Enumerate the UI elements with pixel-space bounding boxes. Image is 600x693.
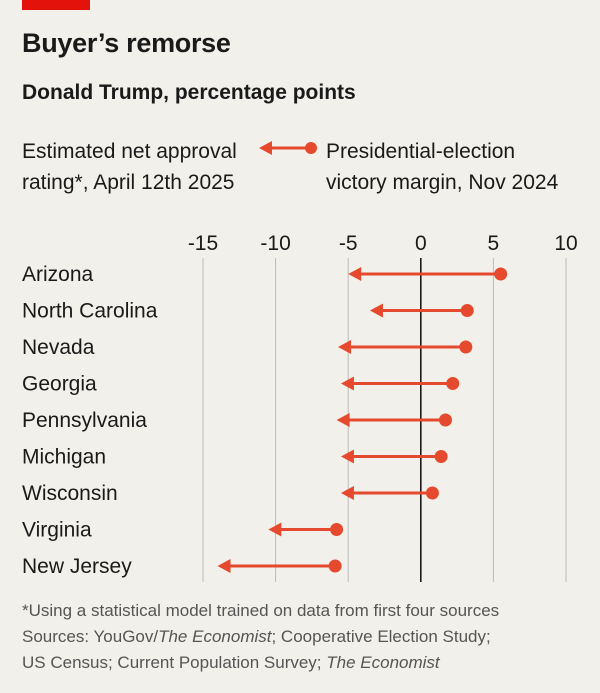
legend-margin: Presidential-election victory margin, No… xyxy=(326,136,558,198)
category-label: Pennsylvania xyxy=(22,409,147,432)
margin-dot xyxy=(434,450,448,463)
legend-approval-line1: Estimated net approval xyxy=(22,140,237,163)
category-label: New Jersey xyxy=(22,555,132,578)
category-label: Michigan xyxy=(22,446,106,469)
legend-margin-line2: victory margin, Nov 2024 xyxy=(326,171,559,194)
legend-arrow-symbol xyxy=(259,141,317,155)
approval-arrowhead xyxy=(340,486,354,500)
margin-dot xyxy=(460,304,474,317)
legend-margin-line1: Presidential-election xyxy=(326,140,516,163)
approval-arrowhead xyxy=(338,340,352,354)
category-label: Virginia xyxy=(22,519,92,542)
margin-dot xyxy=(328,559,342,573)
footnote-sources: Sources: YouGov/The Economist; Cooperati… xyxy=(22,627,491,646)
legend-approval-line2: rating*, April 12th 2025 xyxy=(22,171,235,194)
category-label: Georgia xyxy=(22,373,97,396)
x-tick-label: -15 xyxy=(188,232,218,255)
x-tick-label: -5 xyxy=(339,232,358,255)
legend-approval: Estimated net approval rating*, April 12… xyxy=(22,136,237,198)
approval-arrowhead xyxy=(268,522,282,537)
x-tick-label: 10 xyxy=(554,232,577,255)
chart-subtitle: Donald Trump, percentage points xyxy=(22,81,356,104)
dumbbell-chart: -15 -10 -5 0 5 10 Arizona North Carolina Nevada G… xyxy=(22,232,578,582)
category-label: Arizona xyxy=(22,263,94,286)
margin-dot xyxy=(438,413,452,427)
brand-red-tab xyxy=(22,0,90,10)
x-tick-label: -10 xyxy=(260,232,290,255)
margin-dot xyxy=(446,377,460,390)
x-tick-label: 5 xyxy=(488,232,500,255)
approval-arrowhead xyxy=(340,376,354,391)
footnote-model: *Using a statistical model trained on da… xyxy=(22,601,500,620)
category-label: Wisconsin xyxy=(22,482,118,505)
approval-arrowhead xyxy=(340,449,354,464)
approval-arrowhead xyxy=(217,559,231,573)
x-tick-label: 0 xyxy=(415,232,427,255)
margin-dot xyxy=(330,523,344,536)
category-label: North Carolina xyxy=(22,300,158,323)
approval-arrowhead xyxy=(369,303,383,318)
approval-arrowhead xyxy=(348,267,362,281)
approval-arrowhead xyxy=(336,413,350,427)
margin-dot xyxy=(425,486,439,500)
footnote-sources-cont: US Census; Current Population Survey; Th… xyxy=(22,653,440,672)
margin-dot xyxy=(494,267,508,281)
chart-title: Buyer’s remorse xyxy=(22,28,231,58)
margin-dot xyxy=(459,340,473,354)
category-label: Nevada xyxy=(22,336,95,359)
footnote: *Using a statistical model trained on da… xyxy=(22,598,499,676)
